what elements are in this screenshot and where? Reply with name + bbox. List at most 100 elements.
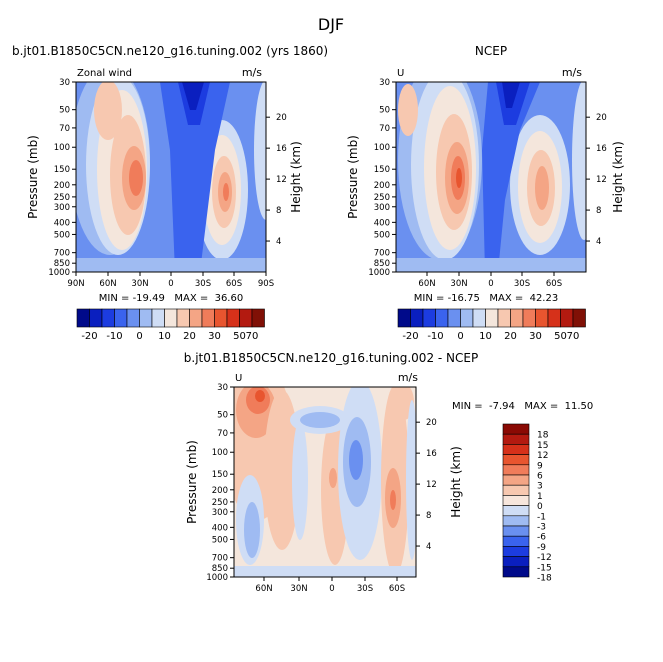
height-tick-label: 20 <box>426 418 437 428</box>
colorbar-label: 0 <box>136 331 142 342</box>
panel-diff-x-axis: 60N 30N 0 30S 60S <box>255 577 405 594</box>
colorbar-swatch <box>485 308 499 328</box>
colorbar-label: 1 <box>537 492 543 502</box>
panel-diff-var-label: U <box>235 373 242 384</box>
pressure-tick-label: 700 <box>54 249 70 259</box>
colorbar-label: -20 <box>402 331 418 342</box>
panel-diff-units: m/s <box>398 371 418 384</box>
height-tick-label: 16 <box>596 144 607 154</box>
lat-tick-label: 30N <box>450 279 467 289</box>
pressure-tick-label: 850 <box>212 564 228 574</box>
contour-band <box>234 566 416 577</box>
lat-tick-label: 60S <box>226 279 242 289</box>
colorbar-swatch <box>502 495 530 506</box>
contour-band <box>244 502 260 558</box>
pressure-tick-label: 850 <box>54 259 70 269</box>
colorbar-label: -15 <box>537 563 552 573</box>
colorbar-swatch <box>497 308 511 328</box>
colorbar-swatch <box>226 308 240 328</box>
colorbar-swatch <box>139 308 153 328</box>
colorbar-swatch <box>397 308 411 328</box>
pressure-tick-label: 500 <box>374 230 390 240</box>
contour-band <box>160 82 230 272</box>
lat-tick-label: 30S <box>514 279 530 289</box>
colorbar-swatch <box>435 308 449 328</box>
colorbar-label: 30 <box>208 331 221 342</box>
colorbar-swatch <box>502 423 530 435</box>
lat-tick-label: 0 <box>168 279 173 289</box>
colorbar-label: 70 <box>246 331 259 342</box>
lat-tick-label: 90S <box>258 279 274 289</box>
colorbar-swatch <box>502 433 530 445</box>
colorbar-label: -10 <box>427 331 443 342</box>
colorbar-label: 10 <box>479 331 492 342</box>
colorbar-swatch <box>410 308 424 328</box>
colorbar-label: 70 <box>567 331 580 342</box>
diff-min-core <box>349 440 363 480</box>
height-tick-label: 4 <box>596 237 601 247</box>
colorbar-label: -12 <box>537 553 552 563</box>
colorbar-swatch <box>101 308 115 328</box>
panel-ncep-units: m/s <box>562 66 582 79</box>
pressure-tick-label: 1000 <box>48 268 70 278</box>
lat-tick-label: 60N <box>99 279 116 289</box>
colorbar-swatch <box>502 444 530 455</box>
panel-ncep: NCEP U m/s 30507010015020025030040050070… <box>346 44 625 304</box>
panel-diff: b.jt01.B1850C5CN.ne120_g16.tuning.002 - … <box>184 351 593 594</box>
contour-band <box>264 390 300 550</box>
contour-band <box>396 258 586 272</box>
colorbar-label: 3 <box>537 482 543 492</box>
pressure-tick-label: 400 <box>212 523 228 533</box>
colorbar-swatch <box>126 308 140 328</box>
contour-band <box>406 400 416 560</box>
panel-model-ylabel: Pressure (mb) <box>26 135 40 219</box>
colorbar-label: 50 <box>554 331 567 342</box>
colorbar-swatch <box>522 308 536 328</box>
colorbar-label: 0 <box>457 331 463 342</box>
colorbar-swatch <box>502 464 530 476</box>
jet-core <box>223 183 229 201</box>
colorbar-swatch <box>251 308 265 328</box>
pressure-tick-label: 300 <box>212 508 228 518</box>
pressure-tick-label: 150 <box>54 165 70 175</box>
panel-diff-ylabel: Pressure (mb) <box>185 440 199 524</box>
panel-ncep-var-label: U <box>397 68 404 79</box>
lat-tick-label: 60N <box>418 279 435 289</box>
colorbar-swatch <box>502 535 530 547</box>
colorbar-swatch <box>502 515 530 527</box>
colorbar-swatch <box>76 308 90 328</box>
pressure-tick-label: 1000 <box>368 268 390 278</box>
colorbar-swatch <box>189 308 203 328</box>
height-tick-label: 8 <box>596 206 601 216</box>
pressure-tick-label: 250 <box>374 193 390 203</box>
jet-core <box>129 160 143 196</box>
pressure-tick-label: 200 <box>212 486 228 496</box>
colorbar-label: 10 <box>158 331 171 342</box>
pressure-tick-label: 30 <box>59 78 70 88</box>
pressure-tick-label: 850 <box>374 259 390 269</box>
colorbar-label: -10 <box>106 331 122 342</box>
colorbar-label: -18 <box>537 574 552 584</box>
colorbar-swatch <box>510 308 524 328</box>
colorbar-swatch <box>502 454 530 466</box>
colorbar-swatch <box>560 308 574 328</box>
pressure-tick-label: 250 <box>54 193 70 203</box>
colorbar-label: 9 <box>537 461 543 471</box>
colorbar-swatch <box>239 308 253 328</box>
height-tick-label: 4 <box>426 542 431 552</box>
colorbar-swatch <box>502 556 530 568</box>
contour-band <box>572 82 586 240</box>
panel-model-field <box>76 82 266 272</box>
lat-tick-label: 60S <box>389 584 405 594</box>
panel-ncep-right-axis: 4 8 12 16 20 <box>586 113 607 247</box>
height-tick-label: 12 <box>276 175 287 185</box>
lat-tick-label: 60N <box>255 584 272 594</box>
contour-band <box>482 82 540 272</box>
colorbar-swatch <box>176 308 190 328</box>
lat-tick-label: 90N <box>67 279 84 289</box>
height-tick-label: 16 <box>426 449 437 459</box>
panel-diff-right-axis: 4 8 12 16 20 <box>416 418 437 552</box>
